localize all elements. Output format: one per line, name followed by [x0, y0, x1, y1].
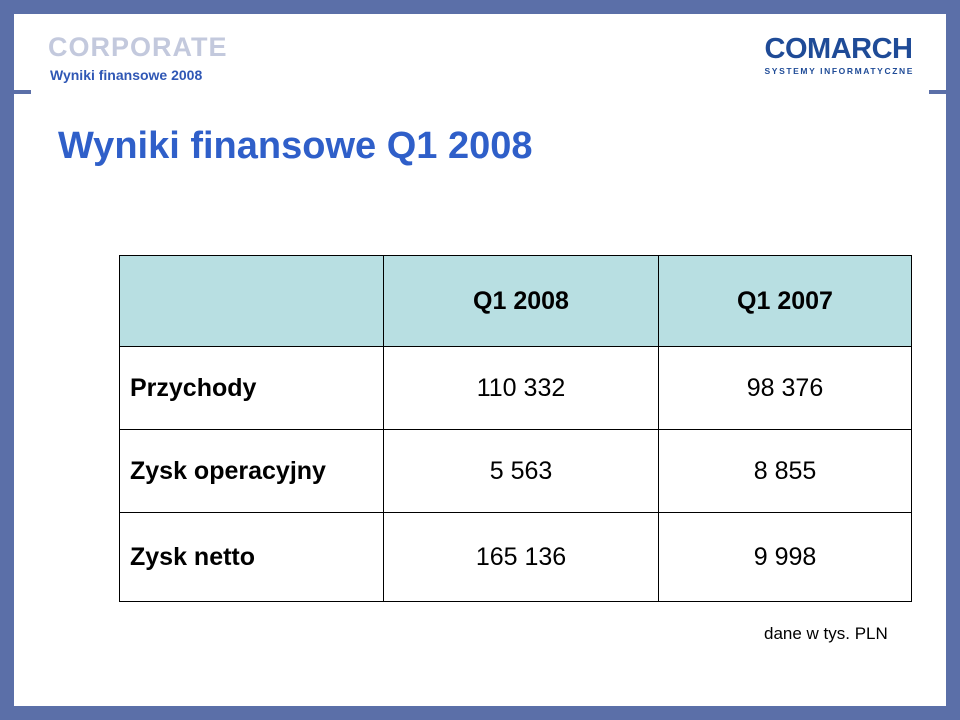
cell-q1-2007: 8 855 [658, 429, 912, 513]
units-footnote: dane w tys. PLN [764, 624, 888, 643]
header-subtitle: Wyniki finansowe 2008 [50, 67, 203, 83]
column-header-empty [119, 255, 384, 347]
comarch-logo: COMARCH SYSTEMY INFORMATYCZNE [765, 34, 914, 76]
table-header-row: Q1 2008 Q1 2007 [119, 255, 912, 347]
slide: CORPORATE Wyniki finansowe 2008 COMARCH … [14, 14, 946, 706]
corporate-logo: CORPORATE [48, 32, 228, 62]
cell-q1-2008: 5 563 [383, 429, 659, 513]
row-label: Przychody [119, 346, 384, 430]
header-divider-left [14, 90, 31, 94]
row-label: Zysk operacyjny [119, 429, 384, 513]
financial-results-table: Q1 2008 Q1 2007 Przychody 110 332 98 376… [119, 255, 912, 602]
header-divider-right [929, 90, 946, 94]
cell-q1-2007: 9 998 [658, 512, 912, 602]
cell-q1-2008: 165 136 [383, 512, 659, 602]
table-row: Przychody 110 332 98 376 [119, 346, 912, 430]
brand-name: COMARCH [764, 33, 913, 65]
cell-q1-2008: 110 332 [383, 346, 659, 430]
table-row: Zysk netto 165 136 9 998 [119, 512, 912, 602]
brand-tagline: SYSTEMY INFORMATYCZNE [764, 66, 914, 76]
table-row: Zysk operacyjny 5 563 8 855 [119, 429, 912, 513]
column-header-q1-2007: Q1 2007 [658, 255, 912, 347]
page-title: Wyniki finansowe Q1 2008 [58, 125, 533, 167]
column-header-q1-2008: Q1 2008 [383, 255, 659, 347]
row-label: Zysk netto [119, 512, 384, 602]
cell-q1-2007: 98 376 [658, 346, 912, 430]
